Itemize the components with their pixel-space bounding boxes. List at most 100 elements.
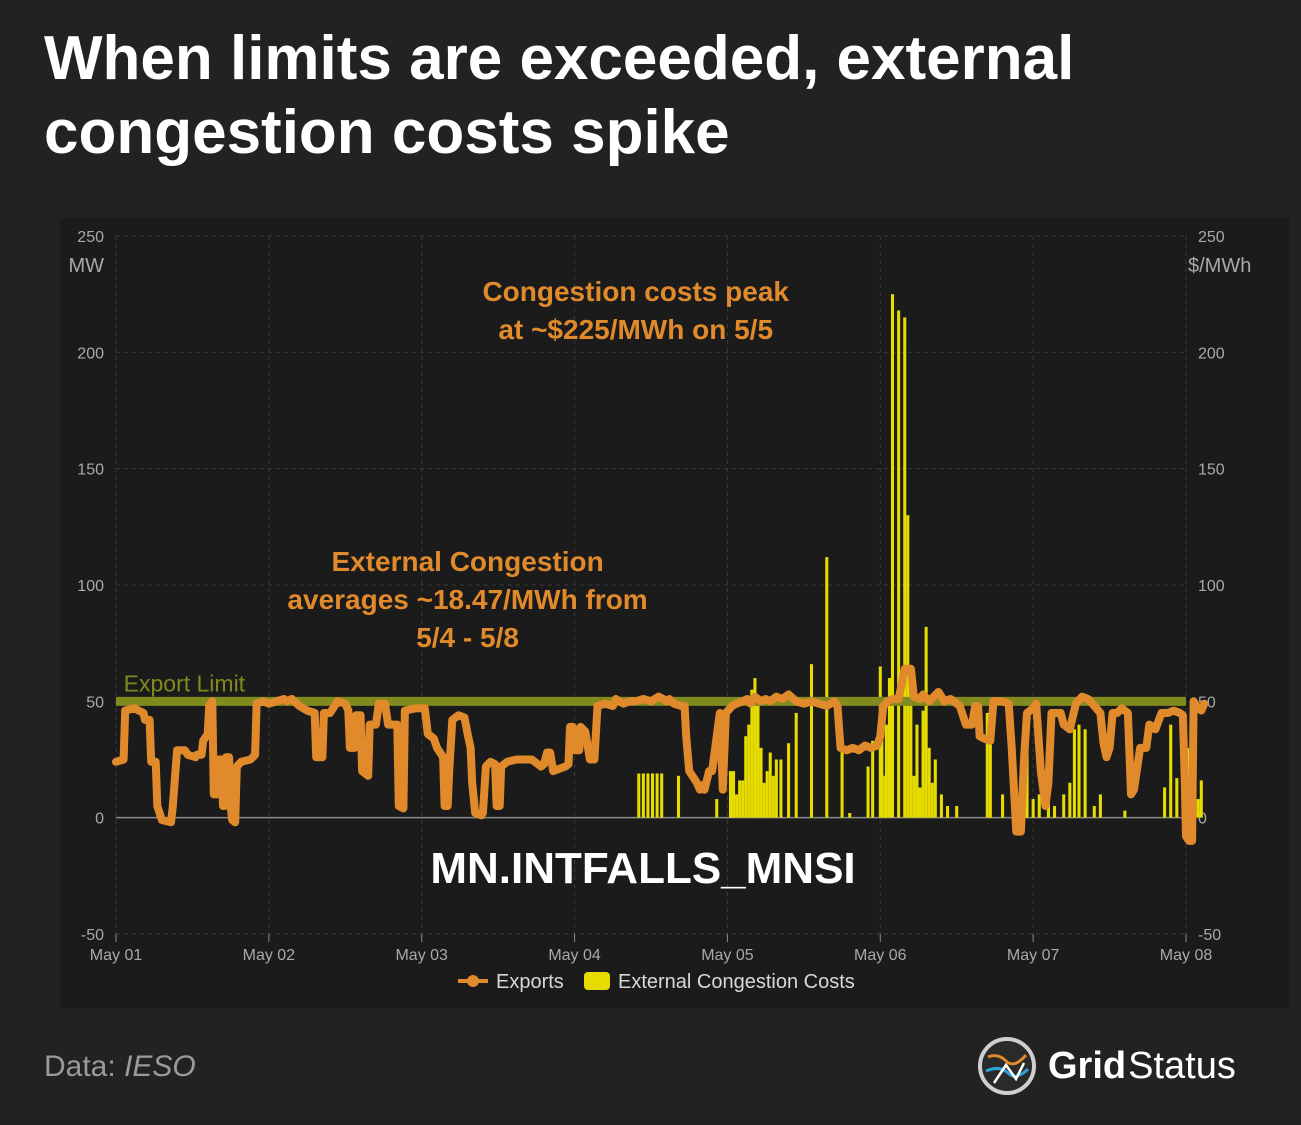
congestion-bar bbox=[787, 743, 791, 818]
congestion-bar bbox=[1169, 724, 1173, 818]
congestion-bar bbox=[866, 766, 870, 818]
data-source-name: IESO bbox=[124, 1050, 196, 1083]
congestion-bar bbox=[655, 773, 659, 818]
congestion-bar bbox=[1196, 799, 1200, 818]
brand-logo: GridStatus bbox=[976, 1034, 1236, 1098]
x-tick-label: May 04 bbox=[548, 947, 601, 964]
congestion-bar bbox=[774, 759, 778, 818]
congestion-bar bbox=[765, 771, 769, 818]
congestion-bar bbox=[1199, 780, 1203, 818]
brand-name-regular: Status bbox=[1128, 1044, 1236, 1087]
congestion-bar bbox=[741, 780, 745, 818]
x-tick-label: May 06 bbox=[854, 947, 907, 964]
chart-panel: -50 -50 0 0 50 50 100 100 150 150 200 200 250 250 May … bbox=[60, 218, 1290, 1008]
congestion-bar bbox=[1083, 729, 1087, 818]
y-tick-label-left: 100 bbox=[77, 578, 104, 595]
congestion-bar bbox=[1072, 729, 1076, 818]
congestion-bar bbox=[912, 775, 916, 818]
congestion-bar bbox=[840, 747, 844, 818]
congestion-bar bbox=[1053, 806, 1057, 818]
y-axis-label-right: $/MWh bbox=[1188, 255, 1251, 277]
congestion-bar bbox=[1098, 794, 1102, 818]
congestion-bar bbox=[753, 678, 757, 818]
congestion-bar bbox=[1123, 810, 1127, 818]
y-axis-label-left: MW bbox=[68, 255, 104, 277]
legend-congestion-swatch-icon bbox=[584, 972, 610, 990]
congestion-bar bbox=[897, 310, 901, 818]
congestion-bar bbox=[884, 724, 888, 818]
congestion-bar bbox=[848, 813, 852, 818]
congestion-bar bbox=[676, 775, 681, 818]
congestion-bar bbox=[651, 773, 655, 818]
congestion-bar bbox=[880, 719, 884, 818]
congestion-bar bbox=[809, 664, 814, 818]
congestion-bar bbox=[747, 724, 751, 818]
congestion-bar bbox=[825, 557, 829, 818]
y-tick-label-right: 200 bbox=[1198, 345, 1225, 362]
data-source-label: Data: bbox=[44, 1050, 116, 1083]
congestion-bar bbox=[915, 724, 919, 818]
congestion-bar bbox=[924, 626, 928, 818]
congestion-bar bbox=[1062, 794, 1066, 818]
y-tick-label-left: -50 bbox=[81, 927, 104, 944]
congestion-bar bbox=[735, 794, 739, 818]
congestion-bar bbox=[1068, 782, 1072, 818]
congestion-bar bbox=[744, 736, 748, 818]
congestion-bar bbox=[1163, 787, 1167, 818]
congestion-bar bbox=[903, 317, 907, 818]
data-source: Data: IESO bbox=[44, 1050, 196, 1084]
x-tick-label: May 05 bbox=[701, 947, 754, 964]
congestion-bar bbox=[660, 773, 664, 818]
congestion-bar bbox=[728, 771, 733, 818]
y-tick-label-left: 150 bbox=[77, 462, 104, 479]
congestion-bar bbox=[756, 701, 760, 818]
y-tick-label-left: 200 bbox=[77, 345, 104, 362]
congestion-bar bbox=[759, 747, 763, 818]
x-tick-label: May 01 bbox=[90, 947, 143, 964]
legend-exports-marker-icon bbox=[467, 975, 479, 987]
x-tick-label: May 02 bbox=[243, 947, 296, 964]
x-tick-label: May 08 bbox=[1160, 947, 1213, 964]
legend-congestion-label: External Congestion Costs bbox=[618, 971, 855, 993]
x-tick-label: May 03 bbox=[395, 947, 448, 964]
annotation-line: 5/4 - 5/8 bbox=[416, 622, 519, 653]
annotations: Congestion costs peak at ~$225/MWh on 5/5… bbox=[287, 276, 789, 653]
congestion-bar bbox=[939, 794, 943, 818]
congestion-bar bbox=[646, 773, 650, 818]
congestion-bar bbox=[988, 712, 992, 818]
export-limit-label: Export Limit bbox=[124, 670, 246, 696]
chart-subtitle: MN.INTFALLS_MNSI bbox=[430, 844, 855, 893]
legend[interactable]: Exports External Congestion Costs bbox=[458, 971, 855, 993]
congestion-bar bbox=[955, 806, 959, 818]
congestion-bar bbox=[933, 759, 937, 818]
congestion-bar bbox=[1001, 794, 1005, 818]
congestion-bar bbox=[641, 773, 645, 818]
congestion-bar bbox=[890, 294, 895, 818]
congestion-bar bbox=[1031, 799, 1035, 818]
grid-status-logo-icon bbox=[978, 1037, 1036, 1095]
congestion-bar bbox=[921, 710, 925, 818]
y-tick-label-right: 0 bbox=[1198, 811, 1207, 828]
y-tick-label-left: 250 bbox=[77, 229, 104, 246]
congestion-bar bbox=[927, 747, 931, 818]
x-tick-label: May 07 bbox=[1007, 947, 1060, 964]
annotation-line: Congestion costs peak bbox=[482, 276, 789, 307]
congestion-bar bbox=[1037, 794, 1041, 818]
y-tick-label-right: 100 bbox=[1198, 578, 1225, 595]
congestion-bar bbox=[930, 782, 934, 818]
congestion-bar bbox=[794, 712, 798, 818]
y-tick-label-right: 250 bbox=[1198, 229, 1225, 246]
congestion-bar bbox=[871, 740, 875, 818]
annotation-line: at ~$225/MWh on 5/5 bbox=[498, 314, 773, 345]
congestion-bar bbox=[768, 752, 772, 818]
y-tick-label-left: 0 bbox=[95, 811, 104, 828]
congestion-bar bbox=[771, 775, 775, 818]
congestion-bar bbox=[985, 712, 989, 818]
y-tick-label-right: -50 bbox=[1198, 927, 1221, 944]
congestion-bar bbox=[918, 787, 922, 818]
congestion-bar bbox=[946, 806, 950, 818]
congestion-bar bbox=[887, 678, 891, 818]
y-tick-label-right: 150 bbox=[1198, 462, 1225, 479]
congestion-bar bbox=[1175, 778, 1179, 818]
